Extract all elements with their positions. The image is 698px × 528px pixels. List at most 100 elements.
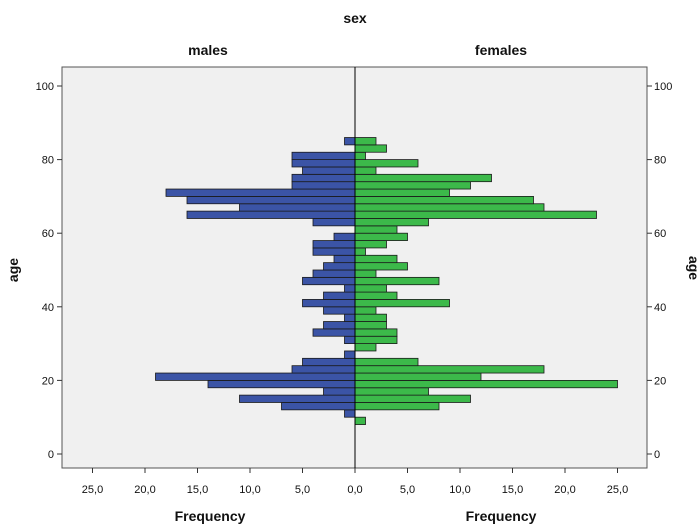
y-axis-title-left: age	[5, 258, 21, 282]
male-bar-age-86	[344, 137, 356, 146]
male-bar-age-42	[302, 299, 356, 308]
male-bar-age-58	[312, 240, 356, 249]
male-bar-age-40	[323, 306, 356, 315]
female-bar-age-30	[354, 343, 377, 352]
x-tick-label-right-10,0: 10,0	[449, 484, 470, 496]
x-tick-label-left-0,0: 0,0	[347, 484, 362, 496]
female-bar-age-54	[354, 254, 398, 264]
x-tick-label-right-25,0: 25,0	[607, 484, 628, 496]
female-bar-age-50	[354, 269, 377, 278]
y-tick-label-right-20: 20	[654, 375, 666, 387]
female-bar-age-62	[354, 225, 398, 234]
panel-label-males: males	[188, 42, 228, 58]
male-bar-age-46	[344, 284, 356, 293]
male-bar-age-76	[291, 173, 356, 183]
y-tick-label-right-80: 80	[654, 155, 666, 167]
male-bar-age-72	[165, 188, 356, 197]
male-bar-age-12	[344, 409, 356, 418]
female-bar-age-34	[354, 328, 398, 337]
female-bar-age-58	[354, 240, 387, 249]
male-bar-age-66	[186, 210, 356, 219]
x-tick-label-left-25,0: 25,0	[82, 484, 103, 496]
female-bar-age-26	[354, 357, 419, 367]
x-axis-title-left: Frequency	[175, 508, 246, 524]
chart-title: sex	[343, 10, 367, 26]
female-bar-age-84	[354, 144, 387, 153]
male-bar-age-48	[302, 276, 356, 286]
male-bar-age-18	[323, 387, 356, 396]
female-bar-age-48	[354, 276, 440, 286]
female-bar-age-78	[354, 166, 377, 175]
x-tick-label-left-10,0: 10,0	[239, 484, 260, 496]
x-tick-label-right-20,0: 20,0	[554, 484, 575, 496]
female-bar-age-14	[354, 402, 440, 411]
female-bar-age-64	[354, 218, 429, 227]
female-bar-age-46	[354, 284, 387, 293]
x-tick-label-left-5,0: 5,0	[295, 484, 310, 496]
female-bar-age-76	[354, 173, 492, 183]
female-bar-age-16	[354, 394, 471, 403]
female-bar-age-56	[354, 247, 366, 256]
female-bar-age-70	[354, 195, 534, 205]
female-bar-age-74	[354, 181, 471, 190]
y-tick-label-left-20: 20	[42, 375, 54, 387]
male-bar-age-60	[333, 232, 356, 241]
female-bar-age-60	[354, 232, 408, 241]
female-bar-age-72	[354, 188, 450, 197]
female-bar-age-18	[354, 387, 429, 396]
female-bar-age-42	[354, 299, 450, 308]
y-tick-label-left-100: 100	[36, 81, 54, 93]
male-bar-age-44	[323, 291, 356, 300]
male-bar-age-36	[323, 321, 356, 330]
y-tick-label-left-80: 80	[42, 155, 54, 167]
male-bar-age-56	[312, 247, 356, 256]
male-bar-age-82	[291, 151, 356, 161]
female-bar-age-80	[354, 159, 419, 168]
male-bar-age-28	[344, 350, 356, 359]
male-bar-age-52	[323, 262, 356, 271]
male-bar-age-34	[312, 328, 356, 337]
x-tick-label-right-5,0: 5,0	[400, 484, 415, 496]
y-tick-label-left-0: 0	[48, 449, 54, 461]
male-bar-age-26	[302, 357, 356, 367]
male-bar-age-32	[344, 335, 356, 344]
male-bar-age-78	[302, 166, 356, 175]
female-bar-age-52	[354, 262, 408, 271]
y-axis-title-right: age	[686, 256, 698, 280]
male-bar-age-24	[291, 365, 356, 374]
female-bar-age-24	[354, 365, 545, 374]
female-bar-age-82	[354, 151, 366, 161]
male-bar-age-54	[333, 254, 356, 264]
female-bar-age-68	[354, 203, 545, 212]
male-bar-age-38	[344, 313, 356, 322]
male-bar-age-20	[207, 379, 356, 389]
male-bar-age-16	[239, 394, 356, 403]
y-tick-label-right-60: 60	[654, 228, 666, 240]
male-bar-age-14	[281, 402, 356, 411]
y-tick-label-left-40: 40	[42, 302, 54, 314]
axes-layer: 0 0 20 20 40 40 60 60 80 80 100 100 25,0 20,0 15,0 10,0…	[36, 81, 673, 496]
female-bar-age-66	[354, 210, 597, 219]
female-bar-age-38	[354, 313, 387, 322]
female-bar-age-86	[354, 137, 377, 146]
x-tick-label-right-15,0: 15,0	[502, 484, 523, 496]
male-bar-age-80	[291, 159, 356, 168]
y-tick-label-right-0: 0	[654, 449, 660, 461]
x-tick-label-left-20,0: 20,0	[134, 484, 155, 496]
male-bar-age-50	[312, 269, 356, 278]
male-bar-age-70	[186, 195, 356, 205]
female-bar-age-40	[354, 306, 377, 315]
female-bar-age-20	[354, 379, 618, 389]
x-axis-title-right: Frequency	[466, 508, 537, 524]
female-bar-age-44	[354, 291, 398, 300]
female-bar-age-22	[354, 372, 482, 381]
y-tick-label-right-40: 40	[654, 302, 666, 314]
male-bar-age-64	[312, 218, 356, 227]
panel-label-females: females	[475, 42, 527, 58]
female-bar-age-36	[354, 321, 387, 330]
male-bar-age-68	[239, 203, 356, 212]
y-tick-label-left-60: 60	[42, 228, 54, 240]
female-bar-age-32	[354, 335, 398, 344]
male-bar-age-22	[155, 372, 356, 381]
